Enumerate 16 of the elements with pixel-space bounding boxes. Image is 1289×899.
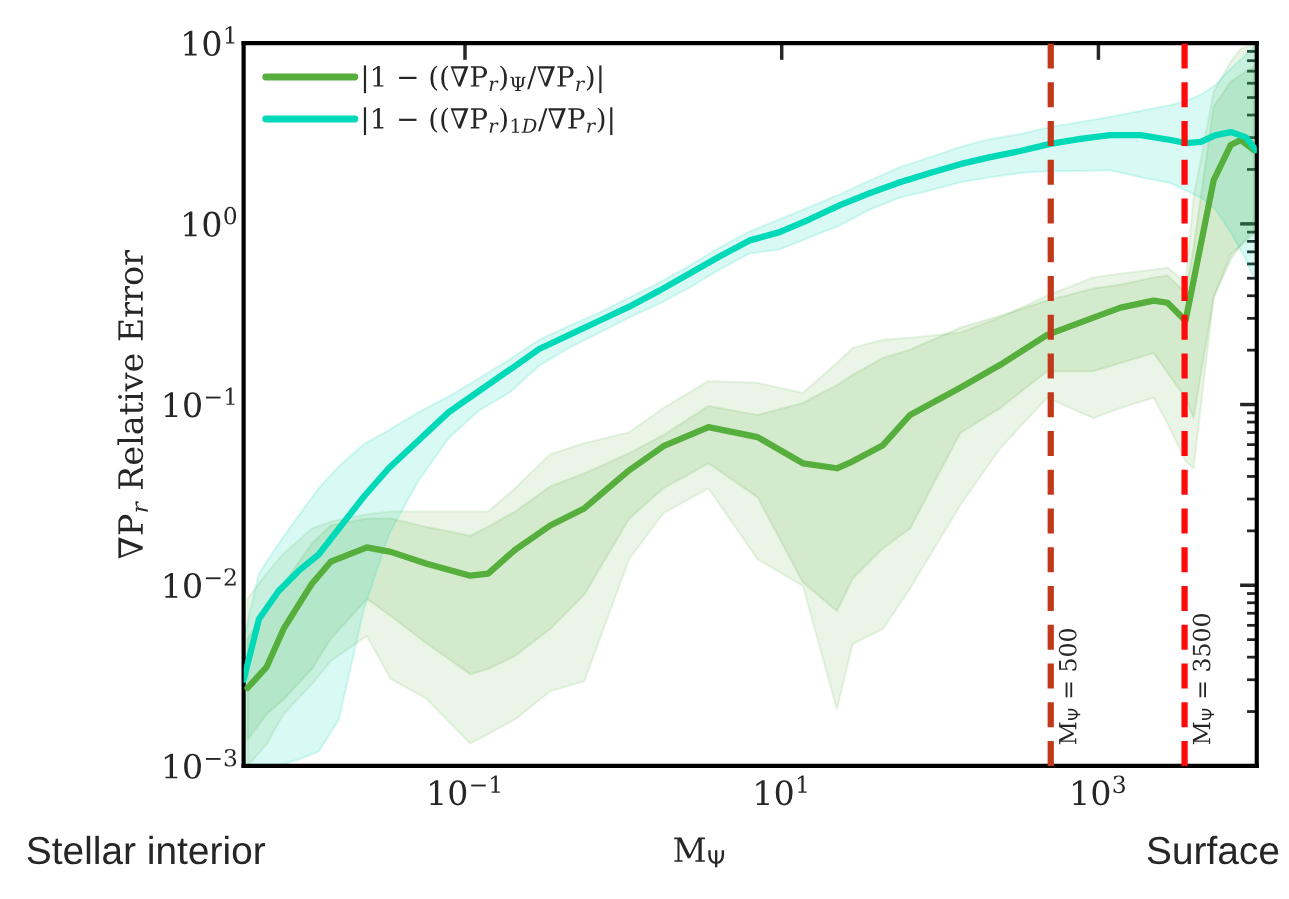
ref-line-label: M$_{Ψ}$ = 3500: [1192, 613, 1214, 745]
ref-line-label: M$_{Ψ}$ = 500: [1058, 629, 1081, 745]
y-tick-label: 10$^{−3}$: [164, 748, 237, 779]
y-tick-label: 10$^{1}$: [184, 26, 235, 57]
x-tick-label: 10$^{1}$: [756, 775, 807, 806]
text: Surface: [1147, 835, 1279, 865]
y-tick-label: 10$^{−1}$: [164, 387, 235, 418]
x-axis-title: M$_{Ψ}$: [674, 837, 725, 868]
text: Stellar interior: [27, 835, 266, 865]
legend-label: |1 − ((∇P$_{r}$)$_{1D}$/∇P$_{r}$)|: [363, 107, 613, 136]
y-tick-label: 10$^{−2}$: [164, 568, 236, 599]
x-tick-label: 10$^{−1}$: [430, 775, 500, 806]
y-tick-label: 10$^{0}$: [184, 206, 237, 237]
y-axis-title: ∇P$_{r}$ Relative Error: [117, 249, 148, 559]
legend-label: |1 − ((∇P$_{r}$)$_{Ψ}$/∇P$_{r}$)|: [363, 65, 602, 94]
x-tick-label: 10$^{3}$: [1073, 775, 1125, 806]
